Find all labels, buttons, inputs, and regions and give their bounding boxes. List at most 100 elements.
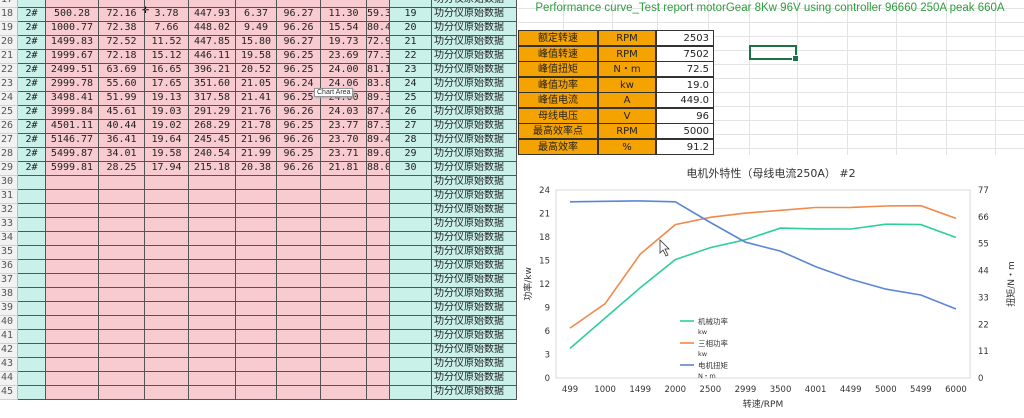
cell-value[interactable] [189, 260, 236, 274]
row-header[interactable]: 24 [0, 92, 18, 106]
cell-note[interactable]: 功分仪原始数据 [432, 134, 517, 148]
cell-value[interactable]: 7.66 [145, 22, 189, 36]
cell-value[interactable] [145, 190, 189, 204]
cell-value[interactable]: 9.49 [236, 22, 277, 36]
cell-index[interactable] [390, 246, 432, 260]
cell-id[interactable]: 2# [18, 162, 46, 176]
cell-value[interactable]: 448.02 [189, 22, 236, 36]
spec-unit[interactable]: RPM [598, 45, 656, 62]
cell-value[interactable] [46, 316, 99, 330]
spec-unit[interactable]: RPM [598, 30, 656, 46]
cell-id[interactable] [18, 358, 46, 372]
cell-value[interactable]: 3.78 [145, 8, 189, 22]
cell-value[interactable] [189, 344, 236, 358]
cell-index[interactable]: 26 [390, 106, 432, 120]
cell-value[interactable] [367, 302, 390, 316]
cell-note[interactable]: 功分仪原始数据 [432, 106, 517, 120]
cell-value[interactable] [46, 302, 99, 316]
cell-value[interactable] [46, 260, 99, 274]
cell-note[interactable]: 功分仪原始数据 [432, 330, 517, 344]
cell-id[interactable] [18, 204, 46, 218]
cell-id[interactable]: 2# [18, 148, 46, 162]
row-header[interactable]: 40 [0, 316, 18, 330]
cell-value[interactable]: 245.45 [189, 134, 236, 148]
cell-value[interactable]: 87.32 [367, 120, 390, 134]
cell-value[interactable] [277, 218, 321, 232]
cell-index[interactable] [390, 260, 432, 274]
row-header[interactable]: 32 [0, 204, 18, 218]
spec-unit[interactable]: kw [598, 76, 656, 93]
cell-index[interactable]: 25 [390, 92, 432, 106]
row-header[interactable]: 17 [0, 0, 18, 8]
spec-value[interactable]: 72.5 [656, 61, 714, 77]
row-header[interactable]: 34 [0, 232, 18, 246]
cell-id[interactable] [18, 232, 46, 246]
cell-id[interactable]: 2# [18, 106, 46, 120]
cell-value[interactable]: 5146.77 [46, 134, 99, 148]
cell-value[interactable] [321, 386, 367, 400]
cell-value[interactable]: 21.76 [236, 106, 277, 120]
cell-value[interactable]: 3999.84 [46, 106, 99, 120]
cell-value[interactable]: 240.54 [189, 148, 236, 162]
spec-unit[interactable]: A [598, 92, 656, 108]
cell-value[interactable] [321, 260, 367, 274]
cell-id[interactable] [18, 372, 46, 386]
cell-id[interactable] [18, 316, 46, 330]
cell-value[interactable] [189, 190, 236, 204]
cell-value[interactable]: 268.29 [189, 120, 236, 134]
cell-value[interactable] [367, 274, 390, 288]
spec-unit[interactable]: N・m [598, 61, 656, 77]
cell-id[interactable] [18, 176, 46, 190]
cell-index[interactable]: 30 [390, 162, 432, 176]
cell-value[interactable] [367, 260, 390, 274]
cell-value[interactable] [99, 316, 145, 330]
spec-value[interactable]: 19.0 [656, 76, 714, 93]
cell-value[interactable] [277, 0, 321, 8]
spec-name[interactable]: 最高效率点 [518, 123, 598, 139]
cell-value[interactable]: 5999.81 [46, 162, 99, 176]
spec-name[interactable]: 母线电压 [518, 107, 598, 124]
cell-value[interactable] [367, 176, 390, 190]
row-header[interactable]: 38 [0, 288, 18, 302]
cell-value[interactable]: 11.52 [145, 36, 189, 50]
cell-index[interactable] [390, 358, 432, 372]
cell-index[interactable] [390, 176, 432, 190]
cell-value[interactable] [236, 176, 277, 190]
row-header[interactable]: 27 [0, 134, 18, 148]
cell-value[interactable] [46, 344, 99, 358]
cell-value[interactable] [321, 204, 367, 218]
cell-value[interactable] [236, 372, 277, 386]
cell-value[interactable]: 447.93 [189, 8, 236, 22]
selected-cell[interactable] [749, 45, 799, 62]
cell-note[interactable]: 功分仪原始数据 [432, 92, 517, 106]
cell-value[interactable] [277, 302, 321, 316]
cell-value[interactable] [321, 0, 367, 8]
cell-value[interactable]: 19.13 [145, 92, 189, 106]
cell-value[interactable]: 24.00 [321, 64, 367, 78]
cell-value[interactable] [99, 218, 145, 232]
cell-note[interactable]: 功分仪原始数据 [432, 0, 517, 8]
row-header[interactable]: 44 [0, 372, 18, 386]
cell-value[interactable]: 500.28 [46, 8, 99, 22]
row-header[interactable]: 20 [0, 36, 18, 50]
cell-value[interactable] [189, 372, 236, 386]
cell-index[interactable]: 21 [390, 36, 432, 50]
cell-value[interactable] [277, 232, 321, 246]
cell-index[interactable] [390, 0, 432, 8]
cell-value[interactable] [277, 204, 321, 218]
cell-value[interactable] [367, 232, 390, 246]
cell-value[interactable] [321, 344, 367, 358]
cell-value[interactable]: 96.27 [277, 36, 321, 50]
cell-value[interactable]: 351.60 [189, 78, 236, 92]
cell-value[interactable] [277, 288, 321, 302]
cell-id[interactable] [18, 344, 46, 358]
cell-index[interactable] [390, 190, 432, 204]
cell-value[interactable]: 96.26 [277, 106, 321, 120]
cell-value[interactable] [277, 246, 321, 260]
cell-value[interactable] [99, 358, 145, 372]
cell-index[interactable] [390, 316, 432, 330]
cell-value[interactable] [145, 302, 189, 316]
cell-value[interactable]: 72.18 [99, 50, 145, 64]
cell-value[interactable] [46, 330, 99, 344]
cell-id[interactable]: 2# [18, 92, 46, 106]
